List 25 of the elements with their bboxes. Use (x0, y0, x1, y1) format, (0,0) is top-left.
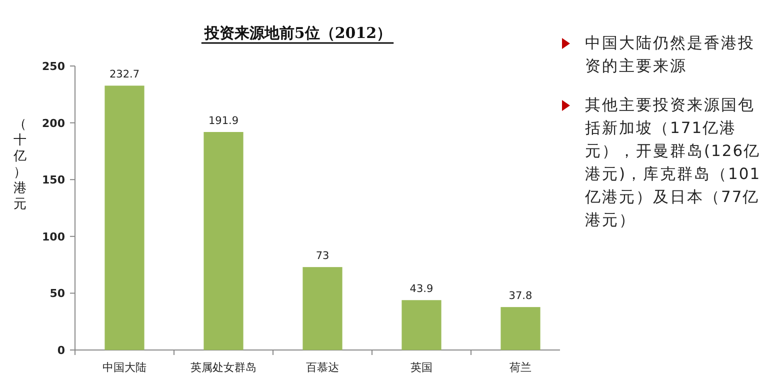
x-tick-label: 英属处女群岛 (190, 361, 256, 374)
data-label: 191.9 (208, 115, 239, 127)
y-tick-label: 200 (42, 116, 66, 130)
y-tick-label: 250 (42, 60, 66, 73)
chart-title: 投资来源地前5位（2012） (203, 24, 392, 42)
y-axis-title: （十亿）港元 (12, 117, 26, 212)
data-label: 232.7 (109, 68, 140, 81)
bar (402, 300, 442, 350)
text: 中国大陆仍然是香港投资的主要来源 (585, 34, 755, 75)
bar (302, 267, 342, 350)
text: 其他主要投资来源国包括新加坡（171亿港元），开曼群岛(126亿港元)，库克群岛（101亿港元）及日本（77亿港元） (585, 96, 761, 229)
y-tick-label: 100 (42, 230, 66, 244)
data-label: 37.8 (508, 290, 532, 302)
x-tick-label: 百慕达 (306, 361, 339, 374)
x-tick-label: 中国大陆 (102, 361, 146, 374)
x-tick-label: 英国 (410, 361, 432, 374)
bar (204, 132, 244, 350)
bar (104, 86, 144, 350)
data-label: 43.9 (410, 283, 434, 296)
y-tick-label: 50 (50, 287, 66, 300)
x-tick-label: 荷兰 (510, 361, 532, 374)
bar (500, 307, 540, 350)
y-tick-label: 0 (57, 344, 66, 357)
data-label: 73 (316, 250, 330, 262)
y-tick-label: 150 (42, 174, 66, 187)
